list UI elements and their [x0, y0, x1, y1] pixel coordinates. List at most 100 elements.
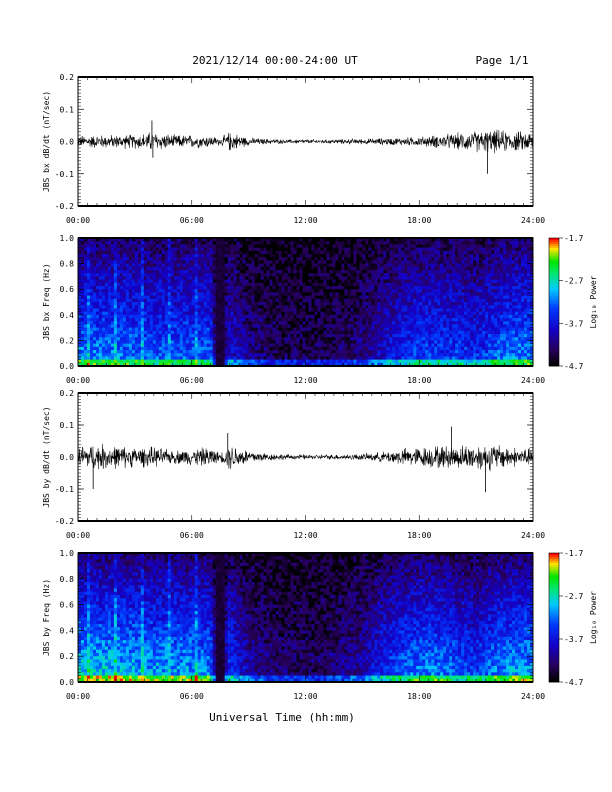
heatmap-cell [332, 289, 336, 293]
heatmap-cell [428, 302, 432, 306]
heatmap-cell [248, 350, 252, 354]
heatmap-cell [347, 276, 351, 280]
heatmap-cell [245, 334, 249, 338]
heatmap-cell [185, 340, 190, 344]
heatmap-cell [257, 356, 261, 360]
heatmap-cell [407, 270, 411, 274]
heatmap-cell [80, 279, 85, 284]
heatmap-cell [305, 356, 309, 360]
heatmap-cell [230, 337, 234, 341]
heatmap-cell [365, 314, 369, 319]
heatmap-cell [320, 295, 324, 300]
heatmap-cell [161, 302, 166, 306]
heatmap-cell [284, 286, 288, 290]
heatmap-cell [425, 359, 429, 364]
heatmap-cell [425, 362, 429, 367]
heatmap-cell [215, 270, 219, 274]
heatmap-cell [425, 270, 429, 274]
heatmap-cell [104, 254, 109, 258]
heatmap-cell [110, 302, 115, 306]
heatmap-cell [218, 282, 222, 287]
heatmap-cell [320, 260, 324, 264]
heatmap-cell [374, 260, 378, 264]
heatmap-cell [416, 340, 420, 344]
heatmap-cell [122, 305, 127, 309]
heatmap-cell [125, 241, 130, 245]
heatmap-cell [158, 350, 163, 354]
heatmap-cell [380, 273, 384, 277]
heatmap-cell [332, 286, 336, 290]
heatmap-cell [344, 244, 348, 248]
heatmap-cell [152, 353, 157, 357]
heatmap-cell [419, 318, 423, 322]
heatmap-cell [284, 244, 288, 248]
heatmap-cell [78, 346, 82, 351]
heatmap-cell [269, 356, 273, 360]
heatmap-bx_spec-cells [78, 238, 534, 367]
heatmap-cell [320, 324, 324, 328]
heatmap-cell [149, 298, 154, 303]
heatmap-cell [407, 273, 411, 277]
heatmap-cell [347, 238, 351, 242]
heatmap-cell [284, 282, 288, 287]
heatmap-cell [356, 330, 360, 335]
heatmap-cell [296, 270, 300, 274]
heatmap-cell [260, 334, 264, 338]
heatmap-cell [230, 289, 234, 293]
heatmap-cell [170, 305, 175, 309]
heatmap-cell [326, 318, 330, 322]
heatmap-cell [347, 298, 351, 303]
heatmap-cell [110, 250, 115, 255]
heatmap-cell [194, 343, 199, 348]
heatmap-cell [275, 346, 279, 351]
heatmap-cell [78, 308, 82, 312]
heatmap-cell [374, 257, 378, 261]
heatmap-cell [110, 289, 115, 293]
heatmap-cell [353, 359, 357, 364]
heatmap-cell [152, 292, 157, 296]
heatmap-cell [140, 279, 145, 284]
heatmap-cell [392, 257, 396, 261]
heatmap-cell [416, 356, 420, 360]
heatmap-cell [215, 273, 219, 277]
heatmap-cell [233, 289, 237, 293]
heatmap-cell [128, 343, 133, 348]
heatmap-cell [101, 276, 106, 280]
heatmap-cell [353, 279, 357, 284]
heatmap-cell [332, 247, 336, 252]
heatmap-cell [311, 238, 315, 242]
heatmap-cell [269, 286, 273, 290]
heatmap-cell [113, 270, 118, 274]
heatmap-cell [140, 356, 145, 360]
heatmap-cell [185, 257, 190, 261]
heatmap-cell [401, 298, 405, 303]
heatmap-cell [239, 295, 243, 300]
heatmap-cell [269, 260, 273, 264]
heatmap-cell [389, 308, 393, 312]
heatmap-cell [188, 362, 193, 367]
heatmap-cell [293, 343, 297, 348]
heatmap-cell [209, 266, 213, 271]
heatmap-cell [410, 282, 414, 287]
heatmap-cell [350, 340, 354, 344]
heatmap-cell [305, 263, 309, 268]
heatmap-cell [422, 250, 426, 255]
heatmap-cell [377, 359, 381, 364]
heatmap-cell [269, 244, 273, 248]
heatmap-cell [164, 318, 169, 322]
heatmap-cell [131, 353, 136, 357]
heatmap-cell [392, 346, 396, 351]
heatmap-cell [269, 305, 273, 309]
heatmap-cell [251, 362, 255, 367]
heatmap-cell [119, 359, 124, 364]
heatmap-cell [269, 282, 273, 287]
heatmap-cell [170, 266, 175, 271]
heatmap-cell [281, 241, 285, 245]
heatmap-cell [119, 270, 124, 274]
heatmap-cell [287, 314, 291, 319]
heatmap-cell [374, 273, 378, 277]
heatmap-cell [158, 302, 163, 306]
heatmap-cell [134, 295, 139, 300]
heatmap-cell [83, 292, 88, 296]
heatmap-cell [242, 270, 246, 274]
